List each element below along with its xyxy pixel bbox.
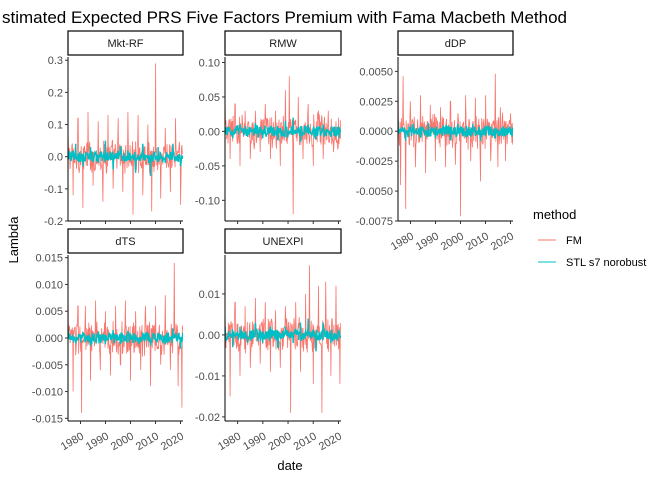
x-tick-label: 1980 (389, 230, 416, 253)
x-tick-label: 1990 (414, 230, 441, 253)
x-tick-label: 1990 (241, 430, 268, 453)
facet-label: RMW (269, 38, 297, 50)
legend-label-fm: FM (566, 235, 582, 247)
panel-dts: dTS -0.015 -0.010 -0.005 0.000 0.005 0.010 0.01… (32, 228, 186, 453)
y-tick-label: 0.10 (199, 58, 220, 70)
series-line-stl-s7-norobust (68, 327, 183, 349)
y-tick-label: -0.0075 (356, 216, 393, 228)
y-tick-label: -0.01 (195, 371, 220, 383)
y-tick-label: 0.00 (199, 330, 220, 342)
legend-title: method (533, 207, 576, 222)
x-tick-label: 1990 (84, 430, 111, 453)
facet-label: Mkt-RF (107, 38, 143, 50)
y-tick-label: -0.02 (195, 412, 220, 424)
facet-strip (397, 30, 514, 56)
facet-label: dDP (445, 38, 466, 50)
series-line-fm (225, 76, 341, 215)
facet-label: dTS (115, 236, 135, 248)
series-line-stl-s7-norobust (225, 117, 341, 142)
y-tick-label: -0.2 (44, 216, 63, 228)
y-tick-label: 0.010 (35, 279, 63, 291)
y-tick-label: 0.0000 (359, 126, 393, 138)
series-line-fm (68, 63, 183, 215)
x-axis-title: date (277, 458, 302, 473)
panel-mkt-rf: Mkt-RF -0.2 -0.1 0.0 0.1 0.2 0.3 (44, 30, 184, 228)
series-line-stl-s7-norobust (68, 140, 183, 177)
y-tick-label: 0.0 (48, 152, 63, 164)
plot-area (225, 265, 341, 413)
facet-strip (67, 228, 184, 254)
y-tick-label: -0.005 (32, 360, 63, 372)
y-tick-label: 0.01 (199, 289, 220, 301)
y-tick-label: -0.1 (44, 184, 63, 196)
facet-strip (67, 30, 184, 56)
x-tick-label: 2010 (292, 430, 319, 453)
y-tick-label: -0.05 (195, 161, 220, 173)
series-line-fm (398, 73, 513, 217)
y-tick-label: -0.10 (195, 195, 220, 207)
y-tick-label: 0.05 (199, 92, 220, 104)
x-tick-label: 2000 (266, 430, 293, 453)
y-tick-label: -0.015 (32, 413, 63, 425)
x-tick-label: 2020 (159, 430, 186, 453)
series-line-stl-s7-norobust (398, 119, 513, 141)
y-tick-label: -0.0050 (356, 186, 393, 198)
series-line-stl-s7-norobust (225, 318, 341, 352)
y-tick-label: -0.010 (32, 387, 63, 399)
facet-strip (224, 30, 342, 56)
y-tick-label: -0.0025 (356, 156, 393, 168)
x-tick-label: 2000 (439, 230, 466, 253)
plot-area (68, 262, 183, 414)
plot-area (225, 76, 341, 215)
panel-ddp: dDP -0.0075 -0.0050 -0.0025 0.0000 0.0025 0.00… (356, 30, 516, 253)
x-tick-label: 1980 (216, 430, 243, 453)
y-tick-label: 0.015 (35, 253, 63, 265)
y-tick-label: 0.0050 (359, 66, 393, 78)
legend: method FM STL s7 norobust (533, 207, 646, 269)
y-axis-title: Lambda (6, 216, 21, 264)
legend-label-stl: STL s7 norobust (566, 257, 646, 269)
panel-unexpi: UNEXPI -0.02 -0.01 0.00 0.01 1980199020002010… (195, 228, 344, 453)
x-tick-label: 2020 (317, 430, 344, 453)
panel-rmw: RMW -0.10 -0.05 0.00 0.05 0.10 (195, 30, 342, 224)
x-tick-label: 2010 (134, 430, 161, 453)
x-tick-label: 2020 (489, 230, 516, 253)
y-tick-label: 0.1 (48, 120, 63, 132)
facet-label: UNEXPI (263, 236, 304, 248)
y-tick-label: 0.00 (199, 126, 220, 138)
plot-area (68, 63, 183, 215)
y-tick-label: 0.005 (35, 306, 63, 318)
y-tick-label: 0.3 (48, 55, 63, 67)
facet-strip (224, 228, 342, 254)
x-tick-label: 1980 (59, 430, 86, 453)
x-tick-label: 2000 (109, 430, 136, 453)
chart-title: stimated Expected PRS Five Factors Premi… (2, 8, 567, 27)
y-tick-label: 0.0025 (359, 96, 393, 108)
y-tick-label: 0.000 (35, 333, 63, 345)
x-tick-label: 2010 (464, 230, 491, 253)
panels: Mkt-RF -0.2 -0.1 0.0 0.1 0.2 0.3 RMW -0.10 -0.05 0… (32, 30, 516, 453)
plot-area (398, 73, 513, 217)
y-tick-label: 0.2 (48, 87, 63, 99)
